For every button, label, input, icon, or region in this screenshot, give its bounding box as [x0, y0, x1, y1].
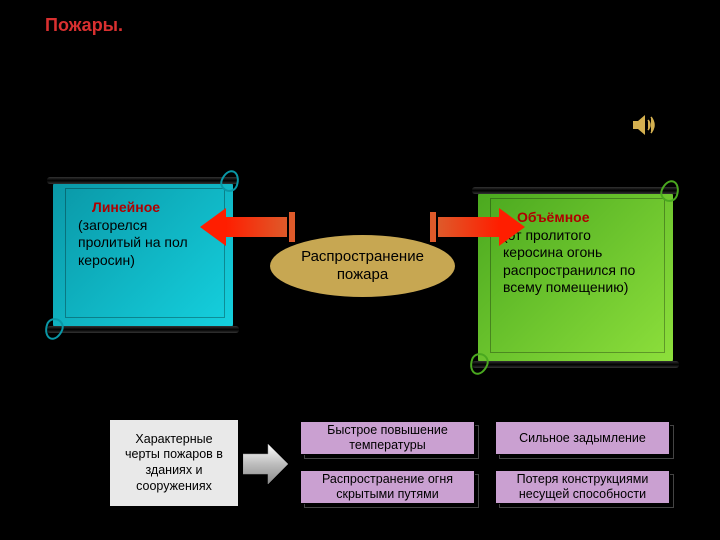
slide-title: Пожары.	[45, 15, 123, 36]
scroll-right-text: (от пролитого керосина огонь распростран…	[503, 227, 652, 297]
arrow-left	[200, 208, 295, 246]
feature-box: Сильное задымление	[495, 421, 670, 455]
center-line1: Распространение	[301, 248, 424, 266]
scroll-left-text: (загорелся пролитый на пол керосин)	[78, 217, 212, 270]
title-text: Пожары.	[45, 15, 123, 35]
thick-arrow-icon	[243, 444, 288, 484]
feature-box: Распространение огня скрытыми путями	[300, 470, 475, 504]
center-line2: пожара	[301, 266, 424, 284]
scroll-left: Линейное (загорелся пролитый на пол керо…	[53, 180, 233, 330]
center-oval: Распространение пожара	[270, 235, 455, 297]
arrow-right	[430, 208, 525, 246]
speaker-icon	[630, 110, 660, 140]
feature-box: Быстрое повышение температуры	[300, 421, 475, 455]
scroll-right-title: Объёмное	[517, 209, 652, 227]
characteristics-box: Характерные черты пожаров в зданиях и со…	[110, 420, 238, 506]
characteristics-text: Характерные черты пожаров в зданиях и со…	[118, 432, 230, 495]
scroll-left-title: Линейное	[92, 199, 212, 217]
feature-box: Потеря конструкциями несущей способности	[495, 470, 670, 504]
